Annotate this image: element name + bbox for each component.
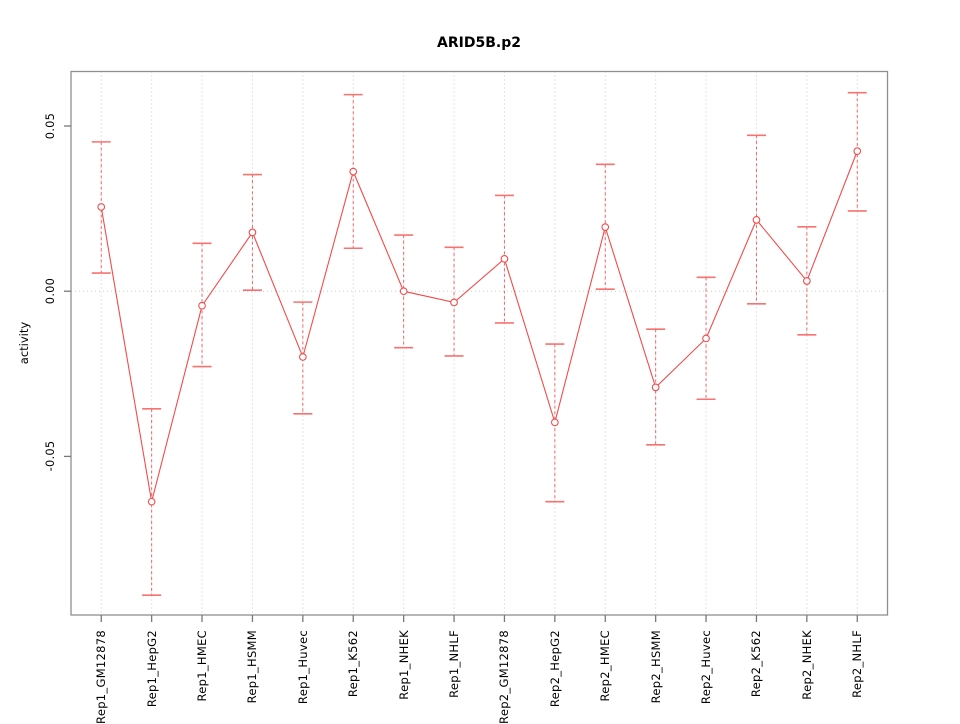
data-point	[500, 254, 509, 263]
x-tick-label: Rep1_NHEK	[396, 630, 411, 700]
x-tick-label: Rep1_GM12878	[94, 630, 109, 724]
data-point	[147, 497, 156, 506]
y-tick-label: -0.05	[43, 441, 57, 472]
chart-title: ARID5B.p2	[437, 35, 521, 51]
x-tick-label: Rep1_HSMM	[245, 630, 260, 704]
data-point	[399, 287, 408, 296]
data-point	[803, 277, 811, 285]
x-tick-label: Rep2_GM12878	[497, 630, 512, 724]
data-point	[248, 228, 257, 237]
data-point	[651, 383, 660, 392]
x-tick-label: Rep1_HepG2	[144, 630, 159, 708]
y-tick-label: 0.05	[43, 112, 57, 140]
x-tick-label: Rep2_NHLF	[850, 630, 865, 698]
series-line	[100, 150, 858, 502]
x-tick-label: Rep2_NHEK	[799, 630, 814, 700]
x-tick-label: Rep2_K562	[749, 630, 764, 698]
x-tick-label: Rep2_HMEC	[598, 630, 613, 702]
y-axis-label: activity	[17, 321, 31, 365]
data-point	[198, 301, 206, 310]
data-point	[450, 298, 458, 307]
data-point	[97, 203, 106, 211]
data-point	[702, 334, 710, 343]
plot-border	[70, 70, 889, 616]
data-point	[601, 223, 610, 231]
x-tick-label: Rep1_HMEC	[195, 630, 210, 702]
data-point	[752, 215, 761, 224]
x-tick-label: Rep1_K562	[346, 630, 361, 698]
x-tick-label: Rep2_HSMM	[648, 630, 663, 704]
data-point	[349, 167, 358, 176]
data-point	[298, 353, 307, 361]
x-tick-label: Rep2_Huvec	[699, 630, 714, 705]
x-tick-label: Rep1_Huvec	[295, 630, 310, 705]
x-tick-label: Rep1_NHLF	[447, 630, 462, 698]
data-point	[853, 147, 862, 155]
x-tick-label: Rep2_HepG2	[547, 630, 562, 708]
data-point	[551, 418, 559, 427]
y-tick-label: 0.00	[43, 278, 57, 305]
